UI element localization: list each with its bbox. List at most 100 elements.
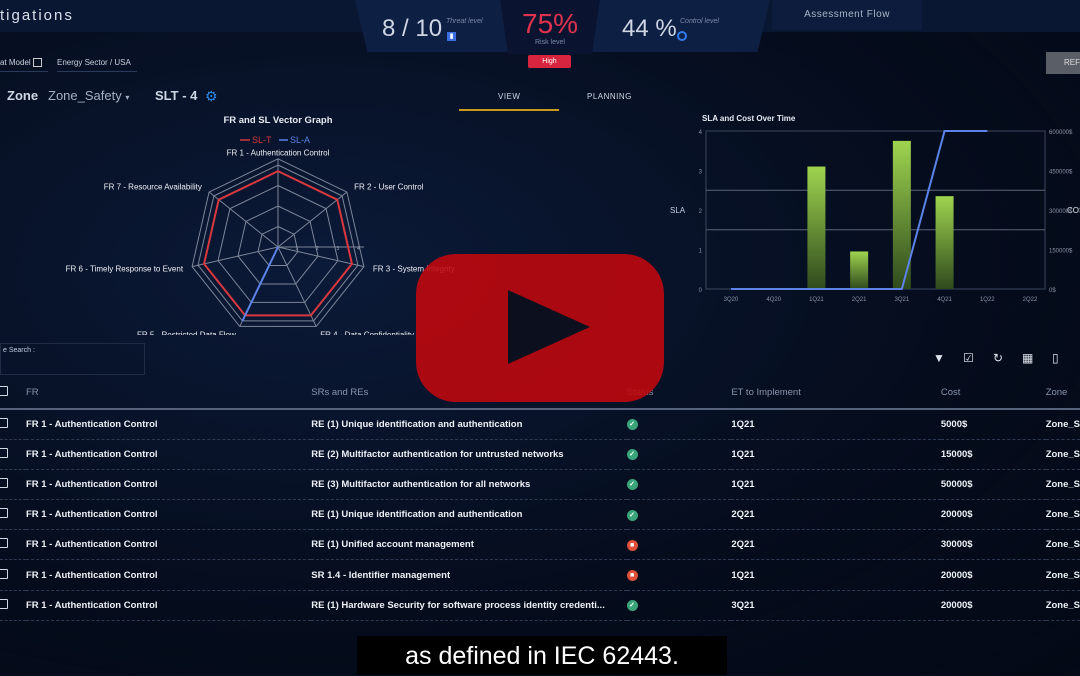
table-row[interactable]: FR 1 - Authentication Control RE (1) Uni… (0, 409, 1080, 440)
stop-circle-icon: ■ (626, 539, 638, 551)
risk-panel (500, 0, 600, 54)
checklist-icon[interactable]: ☑ (963, 351, 974, 365)
cell-et: 1Q21 (731, 409, 941, 440)
radar-series-sl-t (202, 170, 354, 317)
cell-sr: RE (3) Multifactor authentication for al… (311, 469, 627, 501)
radar-grid-ring (217, 184, 339, 303)
col-et[interactable]: ET to Implement (731, 377, 941, 410)
stop-circle-icon: ■ (626, 570, 638, 582)
sla-bar (935, 196, 954, 289)
refresh-icon[interactable]: ↻ (993, 351, 1004, 365)
export-excel-icon[interactable]: ▦ (1022, 351, 1034, 365)
tab-view[interactable]: VIEW (498, 92, 521, 101)
cell-zone: Zone_S (1045, 469, 1080, 501)
cell-fr: FR 1 - Authentication Control (25, 590, 312, 621)
col-cost[interactable]: Cost (940, 377, 1046, 410)
zone-select[interactable]: Zone_Safety ▾ (48, 88, 129, 103)
radar-grid-ring (237, 205, 319, 285)
shield-icon (677, 31, 687, 41)
sla-chart-title: SLA and Cost Over Time (702, 114, 796, 123)
cell-et: 1Q21 (731, 559, 941, 591)
x-tick-label: 1Q21 (809, 297, 824, 303)
threat-model-chip[interactable]: at Model (0, 54, 48, 72)
table-row[interactable]: FR 1 - Authentication Control SR 1.4 - I… (0, 559, 1080, 591)
y-tick-label: 1 (699, 249, 703, 255)
y-axis-label: SLA (670, 206, 686, 215)
radar-tick-label: 3 (337, 246, 340, 252)
y-tick-label: 2 (699, 209, 703, 215)
radar-tick-label: 4 (357, 246, 360, 252)
radar-tick-label: 2 (316, 246, 319, 252)
radar-title: FR and SL Vector Graph (223, 115, 332, 126)
check-circle-icon: ✓ (626, 509, 638, 521)
risk-value: 75% (522, 8, 579, 39)
radar-axis-label: FR 7 - Resource Availability (104, 182, 202, 191)
cell-cost: 50000$ (940, 469, 1046, 501)
cell-zone: Zone_S (1045, 409, 1080, 440)
cell-zone: Zone_S (1045, 559, 1080, 591)
cell-zone: Zone_S (1045, 499, 1080, 531)
sector-chip[interactable]: Energy Sector / USA (57, 54, 137, 72)
threat-value: 8 / 10 (382, 15, 443, 42)
x-tick-label: 2Q22 (1023, 297, 1038, 303)
cell-zone: Zone_S (1045, 529, 1080, 561)
cell-et: 2Q21 (731, 529, 941, 561)
risk-badge: High (528, 55, 571, 68)
y2-tick-label: 450000$ (1049, 170, 1073, 176)
sla-bar (892, 140, 911, 289)
cell-et: 2Q21 (731, 499, 941, 531)
search-field[interactable]: e Search : (0, 343, 145, 375)
row-checkbox[interactable] (0, 477, 8, 488)
cell-fr: FR 1 - Authentication Control (25, 529, 312, 561)
col-zone[interactable]: Zone (1045, 377, 1080, 410)
cell-cost: 20000$ (940, 590, 1046, 621)
tab-planning[interactable]: PLANNING (587, 92, 632, 101)
row-checkbox[interactable] (0, 447, 8, 458)
assessment-flow-tab[interactable]: Assessment Flow (772, 0, 922, 30)
export-pdf-icon[interactable]: ▯ (1052, 351, 1059, 365)
radar-grid-ring (257, 225, 299, 266)
gear-icon[interactable]: ⚙ (205, 88, 218, 104)
row-checkbox[interactable] (0, 417, 8, 428)
x-tick-label: 3Q21 (895, 297, 910, 303)
cell-cost: 30000$ (940, 529, 1046, 561)
table-row[interactable]: FR 1 - Authentication Control RE (2) Mul… (0, 439, 1080, 470)
row-checkbox[interactable] (0, 538, 8, 549)
cell-sr: RE (1) Unified account management (311, 529, 627, 561)
cell-fr: FR 1 - Authentication Control (25, 439, 312, 470)
page-title: tigations (0, 7, 74, 24)
radar-axis-label: FR 5 - Restricted Data Flow (137, 331, 236, 335)
radar-grid-ring (191, 158, 365, 327)
table-row[interactable]: FR 1 - Authentication Control RE (1) Har… (0, 590, 1080, 621)
filter-icon[interactable]: ▼ (933, 351, 945, 365)
row-checkbox[interactable] (0, 508, 8, 519)
refresh-button[interactable]: REF (1046, 52, 1080, 74)
check-circle-icon: ✓ (626, 419, 638, 431)
video-subtitle: as defined in IEC 62443. (357, 636, 727, 675)
y2-tick-label: 600000$ (1049, 130, 1073, 136)
table-row[interactable]: FR 1 - Authentication Control RE (1) Uni… (0, 499, 1080, 531)
select-all-checkbox[interactable] (0, 386, 8, 396)
y2-tick-label: 0$ (1049, 288, 1056, 294)
zone-label: Zone (7, 88, 39, 103)
radar-axis-label: FR 2 - User Control (354, 182, 424, 191)
radar-spoke (191, 246, 279, 268)
legend-label-slt: SL-T (252, 135, 272, 145)
table-row[interactable]: FR 1 - Authentication Control RE (3) Mul… (0, 469, 1080, 501)
sla-cost-chart: SLA and Cost Over Time SLA COST 0 1 2 3 4 0$ 1… (670, 114, 1080, 303)
cell-sr: RE (1) Unique identification and authent… (311, 409, 627, 440)
play-icon[interactable] (508, 290, 590, 364)
col-fr[interactable]: FR (25, 377, 312, 410)
table-row[interactable]: FR 1 - Authentication Control RE (1) Uni… (0, 529, 1080, 561)
row-checkbox[interactable] (0, 568, 8, 579)
x-tick-label: 1Q22 (980, 297, 995, 303)
cell-fr: FR 1 - Authentication Control (25, 409, 312, 440)
cell-et: 1Q21 (731, 469, 941, 501)
row-checkbox[interactable] (0, 598, 8, 609)
y2-tick-label: 150000$ (1049, 249, 1073, 255)
cell-zone: Zone_S (1045, 439, 1080, 470)
radar-spoke (277, 246, 365, 268)
cell-fr: FR 1 - Authentication Control (25, 469, 312, 501)
radar-grid-ring (197, 164, 359, 322)
user-icon (32, 58, 42, 68)
